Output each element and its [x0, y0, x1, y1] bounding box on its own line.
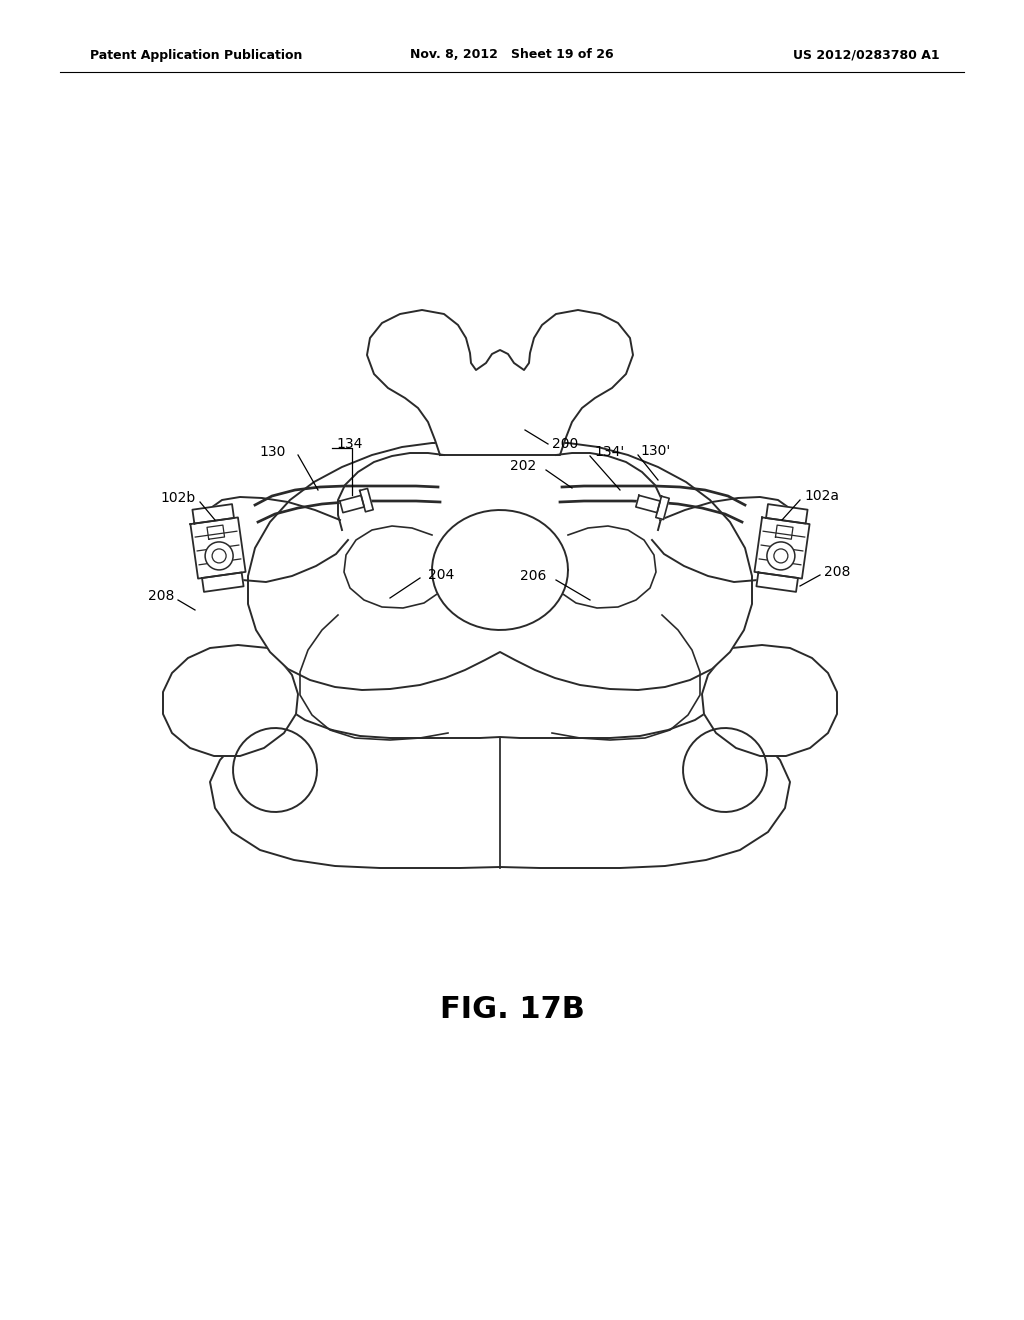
Text: 134: 134: [336, 437, 362, 451]
Polygon shape: [340, 495, 365, 512]
Text: 134': 134': [594, 445, 625, 459]
Polygon shape: [683, 729, 767, 812]
Text: 102a: 102a: [804, 488, 839, 503]
Text: 102b: 102b: [161, 491, 196, 506]
Polygon shape: [248, 444, 752, 690]
Text: 204: 204: [428, 568, 455, 582]
Text: Nov. 8, 2012   Sheet 19 of 26: Nov. 8, 2012 Sheet 19 of 26: [411, 49, 613, 62]
Circle shape: [205, 543, 233, 570]
Text: 130: 130: [260, 445, 286, 459]
Polygon shape: [190, 517, 246, 578]
Text: 208: 208: [147, 589, 174, 603]
Text: FIG. 17B: FIG. 17B: [439, 995, 585, 1024]
Text: Patent Application Publication: Patent Application Publication: [90, 49, 302, 62]
Polygon shape: [655, 496, 670, 520]
Polygon shape: [193, 504, 233, 524]
Polygon shape: [367, 310, 633, 455]
Circle shape: [774, 549, 787, 562]
Circle shape: [212, 549, 226, 562]
Text: 208: 208: [824, 565, 850, 579]
Polygon shape: [636, 495, 660, 512]
Polygon shape: [702, 645, 837, 756]
Polygon shape: [757, 573, 798, 591]
Circle shape: [767, 543, 795, 570]
Text: 206: 206: [519, 569, 546, 583]
Text: 202: 202: [510, 459, 536, 473]
Text: 130': 130': [640, 444, 671, 458]
Polygon shape: [207, 525, 224, 539]
Polygon shape: [202, 573, 244, 591]
Polygon shape: [775, 525, 793, 539]
Polygon shape: [766, 504, 808, 524]
Polygon shape: [359, 488, 373, 512]
Polygon shape: [755, 517, 810, 578]
Text: US 2012/0283780 A1: US 2012/0283780 A1: [794, 49, 940, 62]
Polygon shape: [233, 729, 317, 812]
Polygon shape: [432, 510, 568, 630]
Polygon shape: [210, 685, 790, 869]
Text: 200: 200: [552, 437, 579, 451]
Polygon shape: [163, 645, 298, 756]
